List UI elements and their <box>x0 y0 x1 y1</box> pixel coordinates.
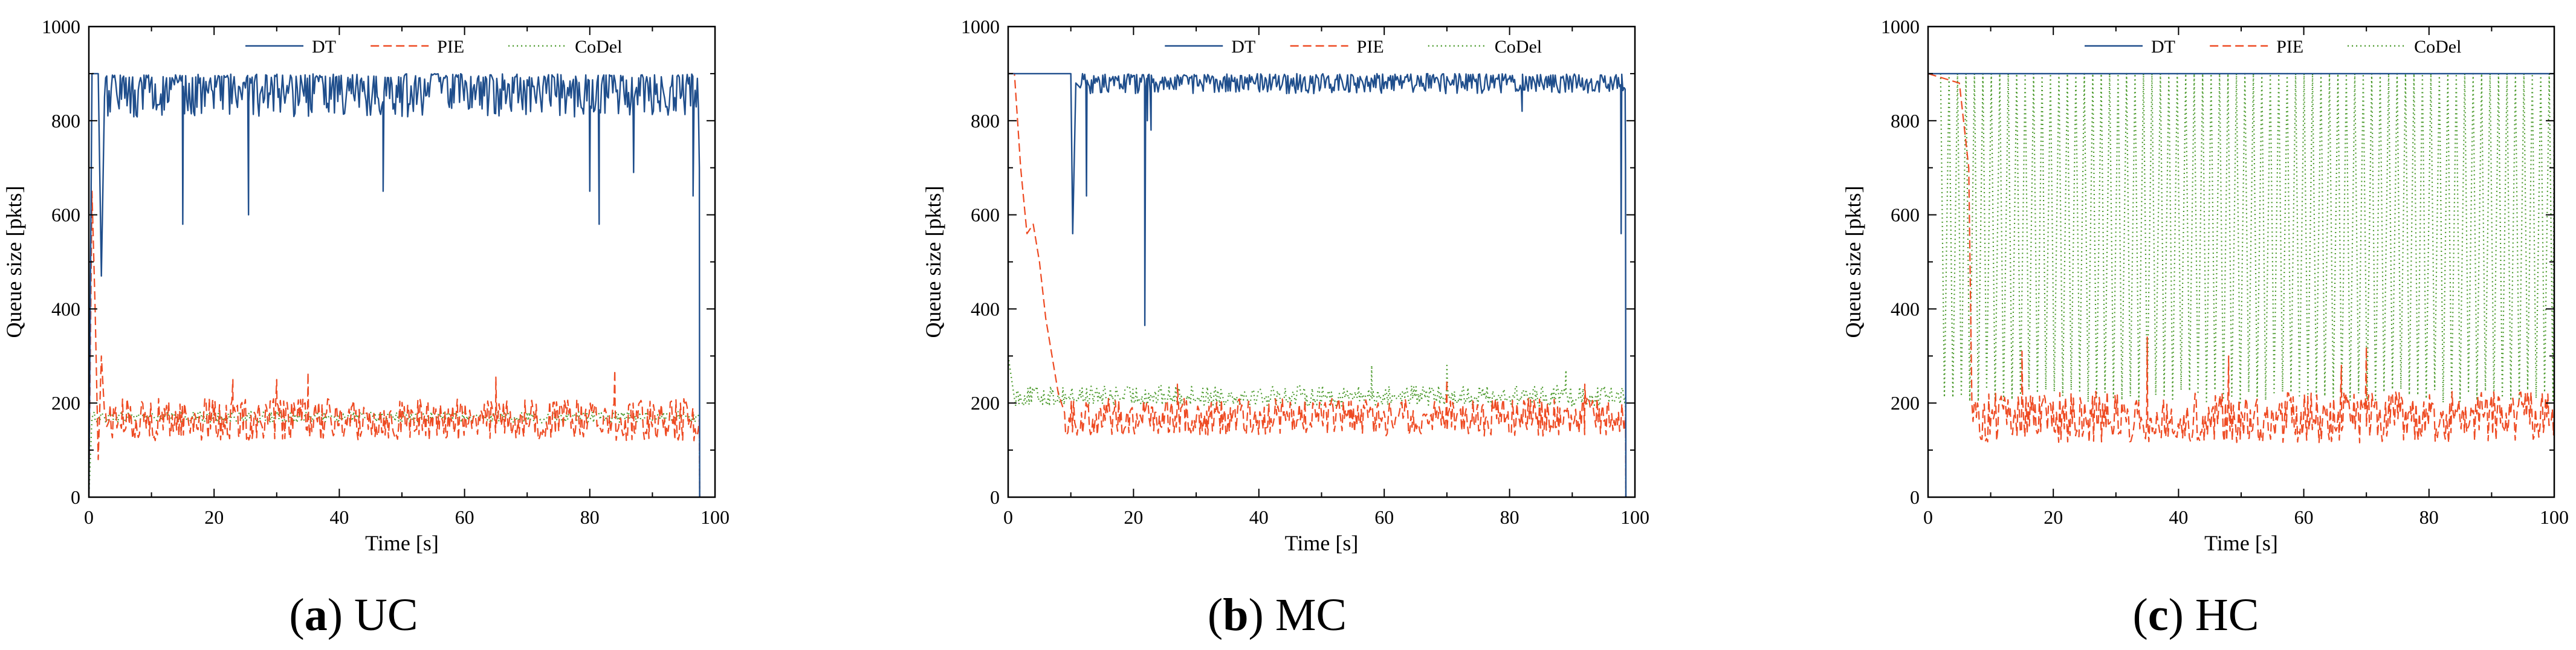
legend-label-dt: DT <box>2151 37 2175 57</box>
y-axis-label: Queue size [pkts] <box>2 186 26 338</box>
series-line-codel <box>89 411 701 497</box>
legend-label-pie: PIE <box>2276 37 2303 57</box>
y-tick-label: 400 <box>51 298 80 320</box>
y-tick-label: 200 <box>1891 392 1920 414</box>
x-tick-label: 100 <box>701 506 730 528</box>
x-tick-label: 60 <box>455 506 474 528</box>
y-axis-label: Queue size [pkts] <box>1841 186 1865 338</box>
plot-area <box>1008 72 1627 497</box>
legend-label-pie: PIE <box>437 37 464 57</box>
caption-c: (c) HC <box>2132 590 2259 640</box>
y-tick-label: 1000 <box>42 16 80 37</box>
legend-label-codel: CoDel <box>575 37 622 57</box>
x-tick-label: 100 <box>2540 506 2569 528</box>
legend: DT PIE CoDel <box>1165 37 1542 57</box>
x-tick-label: 0 <box>1923 506 1933 528</box>
series-line-dt <box>89 72 701 497</box>
x-tick-label: 20 <box>204 506 224 528</box>
y-tick-label: 600 <box>51 204 80 226</box>
x-tick-label: 20 <box>1124 506 1143 528</box>
legend-label-dt: DT <box>312 37 336 57</box>
x-tick-label: 40 <box>2169 506 2188 528</box>
y-tick-label: 400 <box>1891 298 1920 320</box>
legend: DT PIE CoDel <box>2085 37 2461 57</box>
y-tick-label: 800 <box>51 110 80 132</box>
x-tick-label: 80 <box>2419 506 2439 528</box>
y-tick-label: 1000 <box>1881 16 1920 37</box>
legend-label-codel: CoDel <box>2414 37 2461 57</box>
y-axis-label: Queue size [pkts] <box>921 186 945 338</box>
series-line-pie <box>1008 72 1627 497</box>
legend-label-dt: DT <box>1231 37 1255 57</box>
plot-area <box>89 72 701 497</box>
series-line-pie <box>1928 72 2554 444</box>
x-tick-label: 20 <box>2044 506 2063 528</box>
series-line-dt <box>1008 72 1627 497</box>
y-tick-label: 200 <box>971 392 1000 414</box>
x-tick-label: 40 <box>329 506 349 528</box>
legend-label-pie: PIE <box>1357 37 1384 57</box>
x-tick-label: 40 <box>1249 506 1269 528</box>
legend-label-codel: CoDel <box>1495 37 1542 57</box>
series-line-codel <box>1940 72 2554 404</box>
caption-a: (a) UC <box>289 590 418 640</box>
x-tick-label: 60 <box>1374 506 1394 528</box>
x-axis-label: Time [s] <box>1285 531 1359 555</box>
y-tick-label: 0 <box>71 486 80 508</box>
x-tick-label: 80 <box>580 506 600 528</box>
x-tick-label: 0 <box>84 506 94 528</box>
caption-b: (b) MC <box>1207 590 1347 640</box>
series-line-pie <box>89 190 701 497</box>
y-tick-label: 0 <box>1910 486 1920 508</box>
x-tick-label: 0 <box>1003 506 1013 528</box>
x-axis-label: Time [s] <box>365 531 439 555</box>
series-line-codel <box>1008 356 1627 497</box>
y-tick-label: 800 <box>1891 110 1920 132</box>
x-tick-label: 60 <box>2294 506 2314 528</box>
y-tick-label: 200 <box>51 392 80 414</box>
x-tick-label: 100 <box>1620 506 1649 528</box>
y-tick-label: 800 <box>971 110 1000 132</box>
y-tick-label: 600 <box>1891 204 1920 226</box>
y-tick-label: 600 <box>971 204 1000 226</box>
y-tick-label: 0 <box>990 486 1000 508</box>
x-tick-label: 80 <box>1500 506 1519 528</box>
y-tick-label: 400 <box>971 298 1000 320</box>
x-axis-label: Time [s] <box>2204 531 2278 555</box>
legend: DT PIE CoDel <box>245 37 622 57</box>
plot-area <box>1928 72 2554 444</box>
y-tick-label: 1000 <box>961 16 1000 37</box>
